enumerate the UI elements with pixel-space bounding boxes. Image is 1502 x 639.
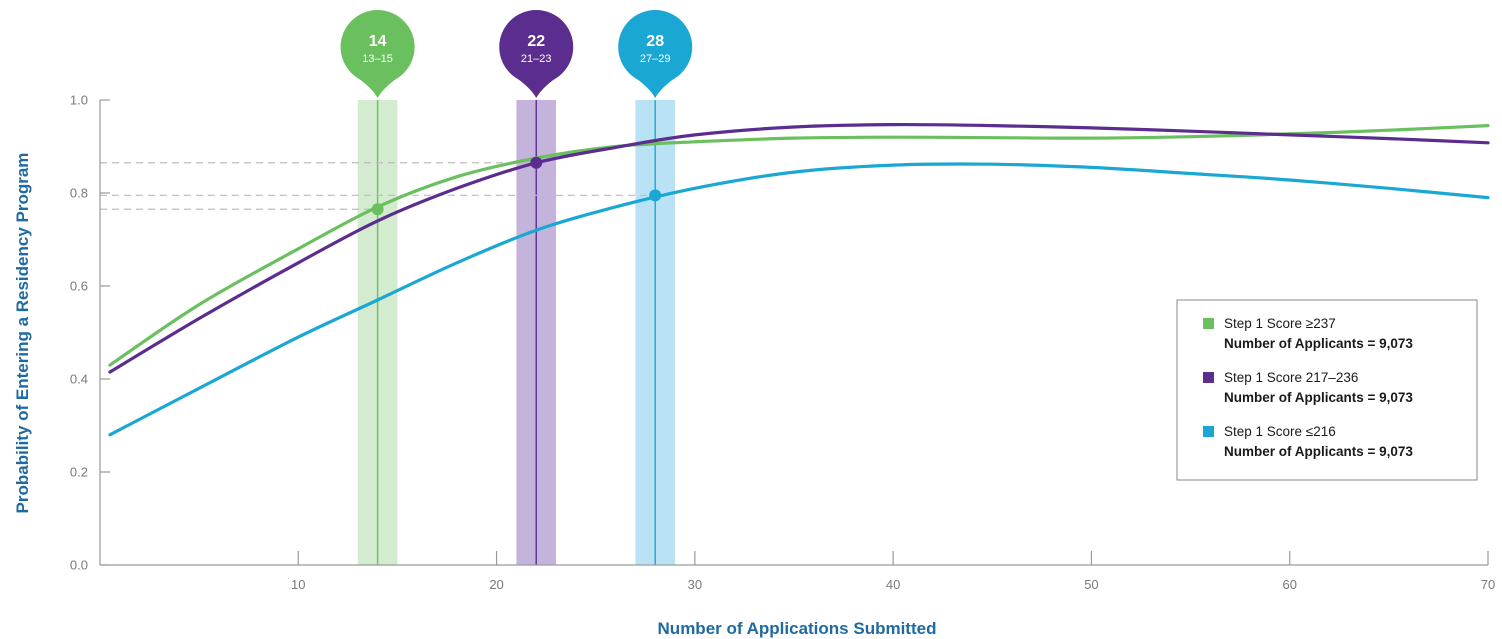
marker-point-14 <box>371 203 384 216</box>
x-tick-label-60: 60 <box>1282 577 1296 592</box>
pin-value-label: 28 <box>646 33 664 50</box>
pin-range-label: 27–29 <box>640 53 671 65</box>
series-line-3 <box>108 162 1490 437</box>
marker-point-22 <box>530 156 543 169</box>
legend-sublabel-2: Number of Applicants = 9,073 <box>1224 390 1413 405</box>
y-tick-label-0-0: 0.0 <box>70 558 88 573</box>
pin-range-label: 13–15 <box>362 53 393 65</box>
x-axis-title: Number of Applications Submitted <box>658 619 937 638</box>
legend-box <box>1176 299 1478 481</box>
pin-range-label: 21–23 <box>521 53 552 65</box>
reference-lines <box>100 100 656 565</box>
x-tick-label-40: 40 <box>886 577 900 592</box>
ticks: 10 20 30 40 50 60 70 0.0 0.2 0.4 0.6 0.8 1.0 <box>70 93 1495 593</box>
value-pin-14: 14 13–15 <box>340 10 415 98</box>
legend-swatch-2 <box>1203 372 1214 383</box>
x-tick-label-50: 50 <box>1084 577 1098 592</box>
x-tick-label-20: 20 <box>489 577 503 592</box>
y-tick-label-0-8: 0.8 <box>70 186 88 201</box>
legend-label-2: Step 1 Score 217–236 <box>1224 370 1358 385</box>
y-tick-label-0-4: 0.4 <box>70 372 88 387</box>
x-tick-label-30: 30 <box>688 577 702 592</box>
series-line-2 <box>108 122 1490 374</box>
y-tick-label-1-0: 1.0 <box>70 93 88 108</box>
legend-sublabel-1: Number of Applicants = 9,073 <box>1224 336 1413 351</box>
x-tick-label-10: 10 <box>291 577 305 592</box>
legend-swatch-3 <box>1203 426 1214 437</box>
pin-head <box>618 10 693 84</box>
legend-label-1: Step 1 Score ≥237 <box>1224 316 1336 331</box>
x-tick-label-70: 70 <box>1481 577 1495 592</box>
marker-points <box>371 156 662 216</box>
legend-label-3: Step 1 Score ≤216 <box>1224 424 1336 439</box>
legend-sublabel-3: Number of Applicants = 9,073 <box>1224 444 1413 459</box>
legend-swatch-1 <box>1203 318 1214 329</box>
pin-value-label: 14 <box>369 33 387 50</box>
marker-point-28 <box>649 189 662 202</box>
series-lines <box>108 122 1490 437</box>
y-axis-title: Probability of Entering a Residency Prog… <box>13 153 32 514</box>
value-pin-22: 22 21–23 <box>499 10 574 98</box>
series-line-1 <box>108 124 1490 367</box>
y-tick-label-0-2: 0.2 <box>70 465 88 480</box>
pin-head <box>499 10 574 84</box>
pin-head <box>340 10 415 84</box>
y-tick-label-0-6: 0.6 <box>70 279 88 294</box>
value-pins: 14 13–15 22 21–23 28 27–29 <box>340 10 693 98</box>
value-pin-28: 28 27–29 <box>618 10 693 98</box>
legend: Step 1 Score ≥237 Number of Applicants = … <box>1176 299 1478 481</box>
pin-value-label: 22 <box>527 33 545 50</box>
axes <box>99 100 1488 566</box>
